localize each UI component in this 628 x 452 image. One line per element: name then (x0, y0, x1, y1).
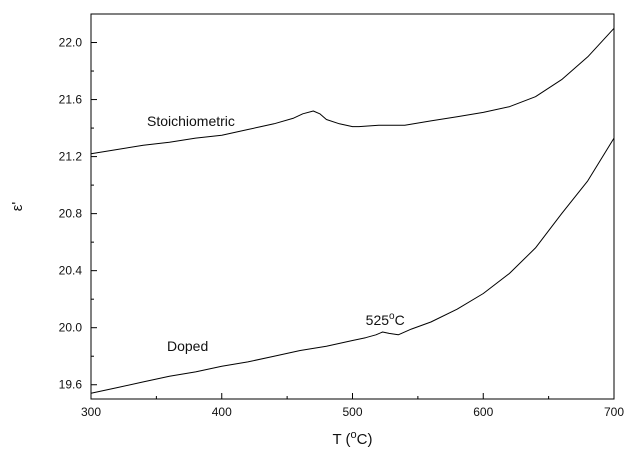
y-tick-label: 19.6 (59, 378, 83, 392)
y-axis-label: ε' (9, 202, 26, 212)
series-line-doped (90, 137, 615, 394)
y-tick-label: 20.8 (59, 207, 83, 221)
series-label-doped: Doped (167, 338, 208, 354)
annotation-value: 525 (366, 312, 390, 328)
x-axis-ticks: 300 400 500 600 700 (81, 393, 624, 419)
x-axis-label-main: T ( (332, 431, 350, 448)
y-tick-label: 21.6 (59, 93, 83, 107)
y-axis-ticks: 19.6 20.0 20.4 20.8 21.2 21.6 22.0 (59, 36, 97, 392)
series-label-stoichiometric: Stoichiometric (147, 113, 235, 129)
x-tick-label: 300 (81, 405, 101, 419)
plot-frame (90, 13, 615, 400)
y-tick-label: 20.4 (59, 264, 83, 278)
x-axis-label-sup: o (351, 429, 357, 441)
series-line-stoichiometric (90, 27, 615, 155)
annotation-degree-sup: o (389, 311, 395, 322)
series-group (90, 27, 615, 394)
x-axis-label: T (oC) (332, 429, 372, 448)
x-tick-label: 500 (342, 405, 362, 419)
y-tick-label: 21.2 (59, 150, 83, 164)
x-axis-label-end: C) (357, 431, 373, 448)
annotation-525c: 525oC (366, 311, 405, 328)
x-tick-label: 600 (473, 405, 493, 419)
x-tick-label: 400 (212, 405, 232, 419)
x-tick-label: 700 (604, 405, 624, 419)
y-tick-label: 20.0 (59, 321, 83, 335)
y-tick-label: 22.0 (59, 36, 83, 50)
annotation-unit: C (395, 312, 405, 328)
